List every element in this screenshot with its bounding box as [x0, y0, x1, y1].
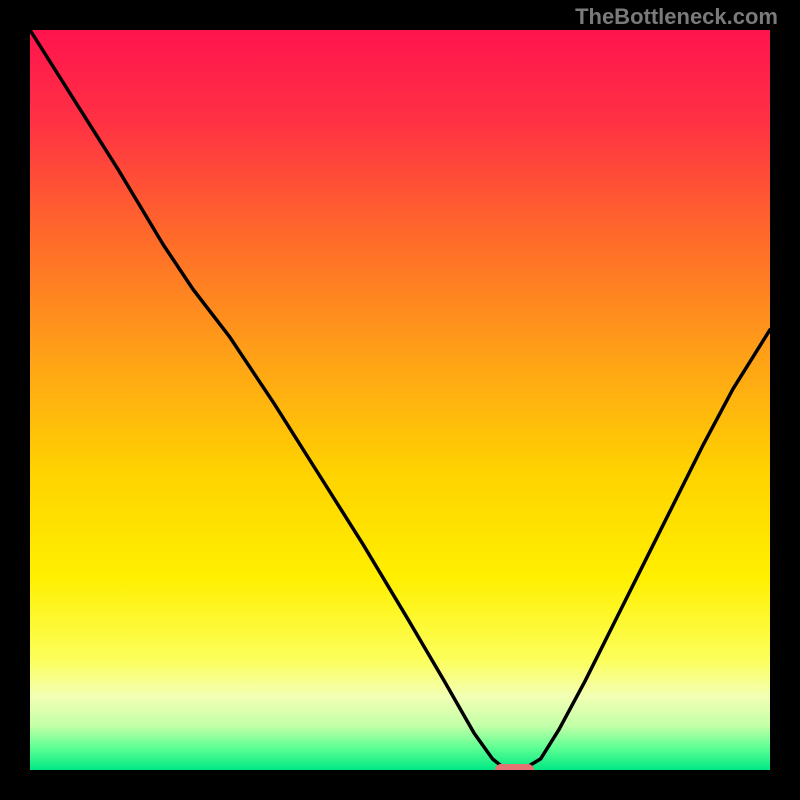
gradient-background — [30, 30, 770, 770]
plot-area — [30, 30, 770, 770]
chart-frame: TheBottleneck.com — [0, 0, 800, 800]
bottleneck-marker — [495, 764, 533, 770]
chart-svg — [30, 30, 770, 770]
watermark-text: TheBottleneck.com — [575, 4, 778, 30]
